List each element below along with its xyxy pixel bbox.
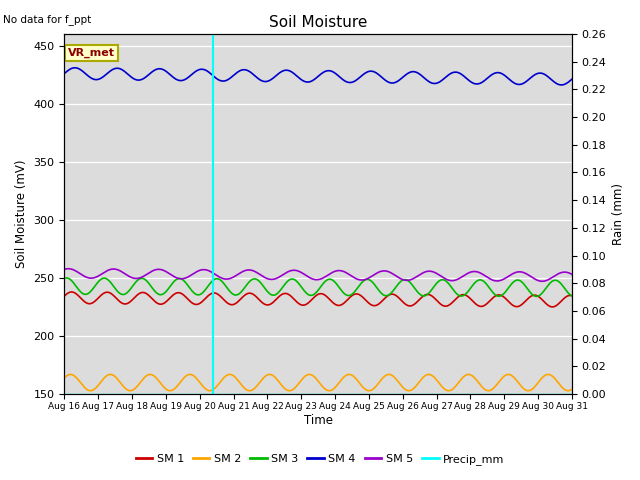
- Y-axis label: Soil Moisture (mV): Soil Moisture (mV): [15, 160, 28, 268]
- X-axis label: Time: Time: [303, 414, 333, 427]
- Text: VR_met: VR_met: [68, 48, 115, 58]
- Y-axis label: Rain (mm): Rain (mm): [612, 183, 625, 245]
- Text: No data for f_ppt: No data for f_ppt: [3, 14, 92, 25]
- Legend: SM 1, SM 2, SM 3, SM 4, SM 5, Precip_mm: SM 1, SM 2, SM 3, SM 4, SM 5, Precip_mm: [131, 450, 509, 469]
- Title: Soil Moisture: Soil Moisture: [269, 15, 367, 30]
